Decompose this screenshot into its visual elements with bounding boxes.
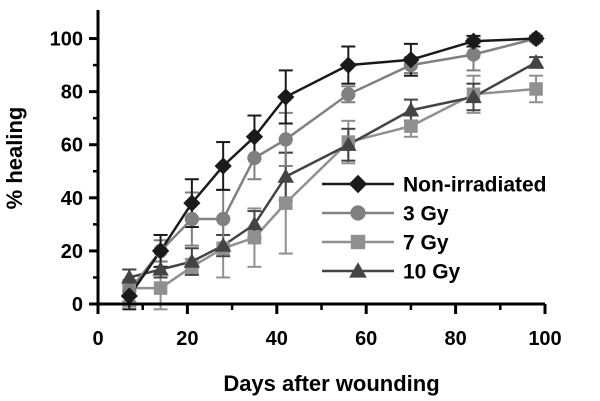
data-point	[247, 150, 262, 166]
data-point	[153, 281, 168, 295]
data-point	[214, 237, 232, 252]
data-point	[247, 230, 262, 245]
data-point	[465, 88, 482, 104]
data-point	[121, 269, 138, 284]
y-tick-label: 0	[72, 294, 83, 316]
data-point	[464, 32, 483, 50]
data-point	[341, 87, 356, 102]
data-point	[277, 88, 295, 106]
x-tick-label: 20	[176, 328, 198, 350]
axes: 0 20 40 60 80 100 0 20 40 60 80 100	[50, 10, 562, 350]
legend: Non-irradiated 3 Gy 7 Gy 10 Gy	[322, 174, 547, 284]
data-point	[245, 128, 264, 146]
data-point	[529, 82, 543, 96]
data-point	[466, 47, 481, 62]
x-tick-label: 60	[355, 328, 377, 350]
data-point	[120, 287, 138, 305]
data-point	[277, 168, 294, 183]
legend-marker	[349, 262, 367, 278]
legend-marker	[350, 205, 366, 221]
x-tick-label: 80	[444, 328, 466, 350]
data-point	[183, 253, 201, 268]
series-markers	[120, 29, 545, 305]
legend-label: Non-irradiated	[403, 174, 547, 197]
legend-label: 7 Gy	[403, 232, 449, 255]
legend-marker	[350, 234, 366, 250]
series-lines	[128, 37, 537, 297]
series-line	[129, 87, 537, 290]
y-axis-title: % healing	[2, 107, 27, 210]
legend-label: 3 Gy	[403, 203, 449, 226]
data-point	[527, 29, 545, 48]
y-tick-label: 40	[61, 188, 83, 210]
data-point	[184, 211, 199, 227]
data-point	[339, 56, 357, 74]
data-point	[404, 119, 418, 133]
y-tick-label: 100	[50, 29, 83, 51]
x-tick-label: 100	[528, 328, 561, 350]
legend-marker	[348, 174, 368, 194]
data-point	[151, 242, 170, 260]
data-point	[527, 54, 545, 69]
y-tick-label: 80	[61, 82, 83, 104]
series-line	[128, 61, 537, 279]
data-point	[216, 211, 231, 227]
x-axis-title: Days after wounding	[223, 371, 439, 396]
data-point	[246, 216, 263, 231]
y-tick-label: 20	[61, 241, 83, 263]
series-line	[128, 37, 537, 292]
data-point	[278, 196, 293, 210]
series-line	[128, 37, 537, 297]
data-point	[152, 261, 169, 276]
data-point	[183, 194, 201, 212]
data-point	[278, 132, 293, 147]
data-point	[214, 157, 232, 175]
x-tick-label: 0	[92, 328, 103, 350]
data-point	[402, 51, 420, 69]
legend-label: 10 Gy	[403, 261, 461, 284]
data-point	[340, 136, 357, 151]
y-tick-label: 60	[61, 135, 83, 157]
data-point	[402, 101, 420, 117]
x-tick-label: 40	[266, 328, 288, 350]
